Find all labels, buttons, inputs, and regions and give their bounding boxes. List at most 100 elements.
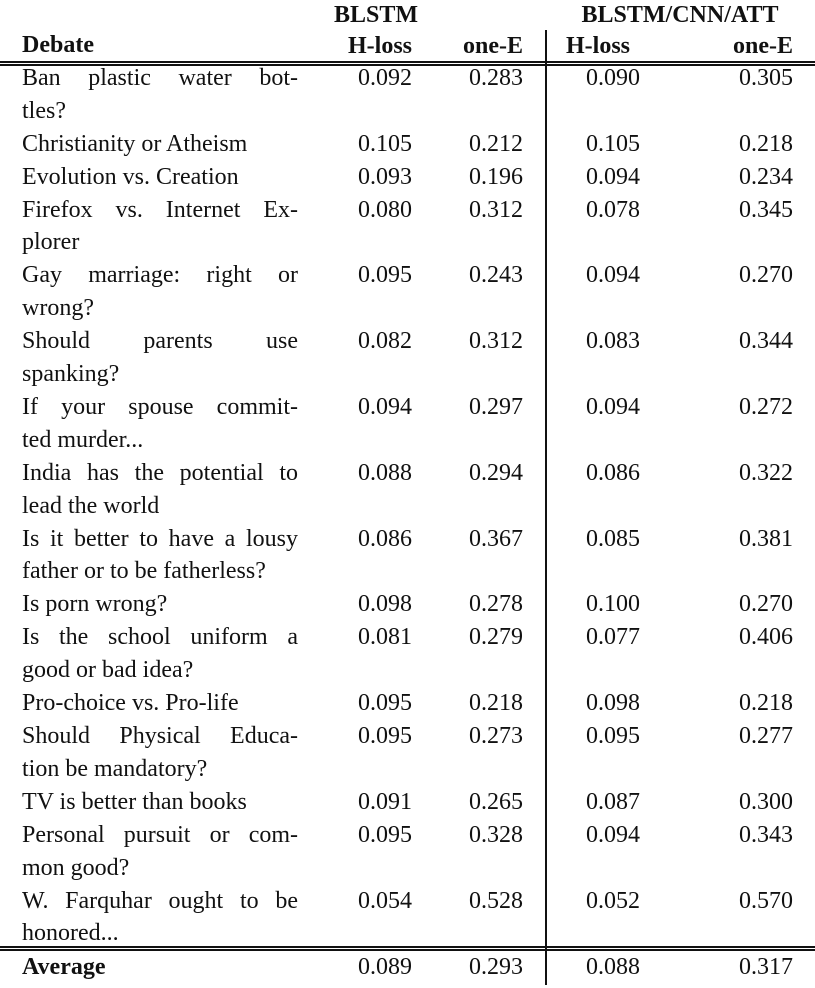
blstm-one-e-cell: 0.212 <box>469 130 523 157</box>
debate-name: Should parents use spanking? <box>22 325 298 391</box>
debate-name: Evolution vs. Creation <box>22 161 298 194</box>
debate-name: Ban plastic water bot-tles? <box>22 62 298 128</box>
att-h-loss-cell: 0.098 <box>586 690 640 717</box>
blstm-one-e-cell: 0.294 <box>469 459 523 486</box>
blstm-one-e-cell: 0.278 <box>469 591 523 618</box>
debate-name: Pro-choice vs. Pro-life <box>22 687 298 720</box>
debate-name-line: tles? <box>22 97 66 124</box>
att-one-e-cell: 0.343 <box>739 821 793 848</box>
blstm-one-e-cell: 0.312 <box>469 196 523 223</box>
debate-name-line: ted murder... <box>22 426 144 453</box>
blstm-one-e-cell: 0.328 <box>469 821 523 848</box>
column-divider <box>545 30 547 985</box>
debate-name-line: W. Farquhar ought to be <box>22 887 298 914</box>
blstm-h-loss-cell: 0.095 <box>358 821 412 848</box>
att-one-e-cell: 0.218 <box>739 130 793 157</box>
debate-name: Is it better to have a lousy father or to… <box>22 523 298 589</box>
debate-name: Is the school uniform a good or bad idea? <box>22 621 298 687</box>
debate-name-line: tion be mandatory? <box>22 755 208 782</box>
att-h-loss-cell: 0.083 <box>586 328 640 355</box>
column-header-debate: Debate <box>22 32 94 58</box>
att-h-loss-cell: 0.095 <box>586 723 640 749</box>
blstm-h-loss-cell: 0.094 <box>358 394 412 420</box>
debate-name-line: Should Physical Educa- <box>22 723 298 749</box>
debate-name-line: Firefox vs. Internet Ex- <box>22 196 298 223</box>
att-h-loss-cell: 0.090 <box>586 65 640 91</box>
att-one-e-cell: 0.344 <box>739 328 793 355</box>
column-header-blstm-one-e: one-E <box>463 33 523 59</box>
blstm-one-e-cell: 0.312 <box>469 328 523 355</box>
header-rule-top <box>0 61 815 63</box>
blstm-one-e-cell: 0.218 <box>469 690 523 717</box>
debate-name: Firefox vs. Internet Ex-plorer <box>22 194 298 260</box>
blstm-one-e-cell: 0.528 <box>469 887 523 914</box>
att-h-loss-cell: 0.094 <box>586 262 640 289</box>
att-one-e-cell: 0.270 <box>739 262 793 289</box>
blstm-h-loss-cell: 0.088 <box>358 459 412 486</box>
att-one-e-cell: 0.406 <box>739 624 793 651</box>
att-h-loss-cell: 0.100 <box>586 591 640 618</box>
blstm-one-e-cell: 0.243 <box>469 262 523 289</box>
att-h-loss-cell: 0.087 <box>586 788 640 815</box>
debate-name-line: Christianity or Atheism <box>22 130 248 157</box>
blstm-h-loss-cell: 0.105 <box>358 130 412 157</box>
att-h-loss-cell: 0.094 <box>586 821 640 848</box>
att-one-e-cell: 0.272 <box>739 394 793 420</box>
debate-name-line: honored... <box>22 920 119 947</box>
debate-name-line: father or to be fatherless? <box>22 558 266 585</box>
att-one-e-cell: 0.218 <box>739 690 793 717</box>
att-h-loss-cell: 0.052 <box>586 887 640 914</box>
debate-name-line: Evolution vs. Creation <box>22 163 239 190</box>
average-rule-bottom <box>0 949 815 951</box>
blstm-h-loss-cell: 0.091 <box>358 788 412 815</box>
blstm-h-loss-cell: 0.095 <box>358 262 412 289</box>
debate-name-line: Should parents use <box>22 328 298 355</box>
debate-name: Should Physical Educa-tion be mandatory? <box>22 720 298 786</box>
blstm-h-loss-cell: 0.093 <box>358 163 412 190</box>
att-h-loss-cell: 0.077 <box>586 624 640 651</box>
debate-name-line: plorer <box>22 229 80 256</box>
att-one-e-cell: 0.234 <box>739 163 793 190</box>
debate-name: Personal pursuit or com-mon good? <box>22 819 298 885</box>
att-h-loss-cell: 0.086 <box>586 459 640 486</box>
blstm-one-e-cell: 0.283 <box>469 65 523 91</box>
att-one-e-cell: 0.270 <box>739 591 793 618</box>
blstm-h-loss-cell: 0.054 <box>358 887 412 914</box>
att-one-e-cell: 0.570 <box>739 887 793 914</box>
att-h-loss-cell: 0.078 <box>586 196 640 223</box>
blstm-one-e-cell: 0.196 <box>469 163 523 190</box>
blstm-h-loss-cell: 0.095 <box>358 690 412 717</box>
debate-name: Gay marriage: right or wrong? <box>22 259 298 325</box>
debate-name-line: Is it better to have a lousy <box>22 525 298 552</box>
blstm-h-loss-cell: 0.098 <box>358 591 412 618</box>
debate-name-line: Ban plastic water bot- <box>22 65 298 91</box>
att-one-e-cell: 0.381 <box>739 525 793 552</box>
debate-name-line: Is the school uniform a <box>22 624 298 651</box>
blstm-h-loss-cell: 0.092 <box>358 65 412 91</box>
debate-name: India has the potential to lead the world <box>22 457 298 523</box>
att-one-e-cell: 0.345 <box>739 196 793 223</box>
att-one-e-cell: 0.305 <box>739 65 793 91</box>
header-rule-bottom <box>0 64 815 66</box>
debate-name: W. Farquhar ought to be honored... <box>22 885 298 951</box>
column-header-att-one-e: one-E <box>733 33 793 59</box>
att-h-loss-cell: 0.105 <box>586 130 640 157</box>
debate-name-line: spanking? <box>22 361 120 388</box>
debate-name-line: good or bad idea? <box>22 657 194 684</box>
debate-name: TV is better than books <box>22 786 298 819</box>
att-one-e-cell: 0.300 <box>739 788 793 815</box>
debate-name-line: lead the world <box>22 492 160 519</box>
blstm-one-e-cell: 0.279 <box>469 624 523 651</box>
blstm-one-e-cell: 0.297 <box>469 394 523 420</box>
group-header-blstm-cnn-att: BLSTM/CNN/ATT <box>581 2 779 28</box>
column-header-blstm-h-loss: H-loss <box>347 33 412 59</box>
att-one-e-cell: 0.277 <box>739 723 793 749</box>
debate-name: Christianity or Atheism <box>22 128 298 161</box>
blstm-h-loss-cell: 0.080 <box>358 196 412 223</box>
blstm-h-loss-cell: 0.081 <box>358 624 412 651</box>
blstm-h-loss-cell: 0.082 <box>358 328 412 355</box>
blstm-one-e-cell: 0.367 <box>469 525 523 552</box>
debate-name-line: Is porn wrong? <box>22 591 168 618</box>
debate-name-line: Personal pursuit or com- <box>22 821 298 848</box>
att-h-loss-cell: 0.085 <box>586 525 640 552</box>
